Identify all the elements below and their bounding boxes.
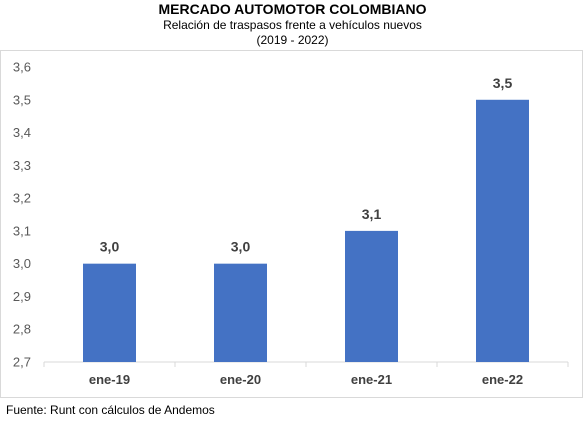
x-tick-label: ene-22 (482, 372, 523, 387)
x-tick-label: ene-19 (89, 372, 130, 387)
y-tick-label: 3,1 (13, 223, 31, 238)
data-label: 3,0 (100, 239, 120, 255)
bar-series (83, 99, 529, 363)
bar-ene-19 (83, 263, 136, 362)
x-axis-tick-labels: ene-19 ene-20 ene-21 ene-22 (89, 372, 523, 387)
chart-subtitle: Relación de traspasos frente a vehículos… (163, 18, 422, 32)
source-note: Fuente: Runt con cálculos de Andemos (6, 403, 215, 417)
data-label: 3,1 (362, 206, 382, 222)
y-tick-label: 2,8 (13, 322, 31, 337)
y-axis-tick-labels: 2,7 2,8 2,9 3,0 3,1 3,2 3,3 3,4 3,5 3,6 (13, 60, 31, 370)
y-tick-label: 3,6 (13, 60, 31, 75)
y-tick-label: 3,2 (13, 191, 31, 206)
x-axis (43, 361, 569, 367)
x-tick-label: ene-20 (220, 372, 261, 387)
chart-area-frame (0, 50, 583, 398)
y-tick-label: 2,7 (13, 355, 31, 370)
bar-ene-20 (214, 263, 267, 362)
bar-chart: 2,7 2,8 2,9 3,0 3,1 3,2 3,3 3,4 3,5 3,6 3,0 3,0 3,1… (13, 60, 569, 387)
chart-subtitle-period: (2019 - 2022) (256, 33, 329, 47)
y-tick-label: 2,9 (13, 289, 31, 304)
chart-title: MERCADO AUTOMOTOR COLOMBIANO (158, 1, 427, 17)
y-tick-label: 3,0 (13, 256, 31, 271)
bar-ene-21 (345, 230, 398, 362)
data-labels: 3,0 3,0 3,1 3,5 (100, 75, 513, 255)
data-label: 3,5 (493, 75, 513, 91)
bar-ene-22 (476, 99, 529, 363)
y-tick-label: 3,5 (13, 92, 31, 107)
x-tick-label: ene-21 (351, 372, 392, 387)
y-tick-label: 3,3 (13, 158, 31, 173)
data-label: 3,0 (231, 239, 251, 255)
y-tick-label: 3,4 (13, 125, 31, 140)
